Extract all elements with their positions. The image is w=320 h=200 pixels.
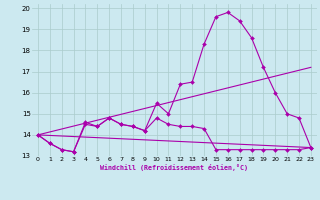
X-axis label: Windchill (Refroidissement éolien,°C): Windchill (Refroidissement éolien,°C) <box>100 164 248 171</box>
